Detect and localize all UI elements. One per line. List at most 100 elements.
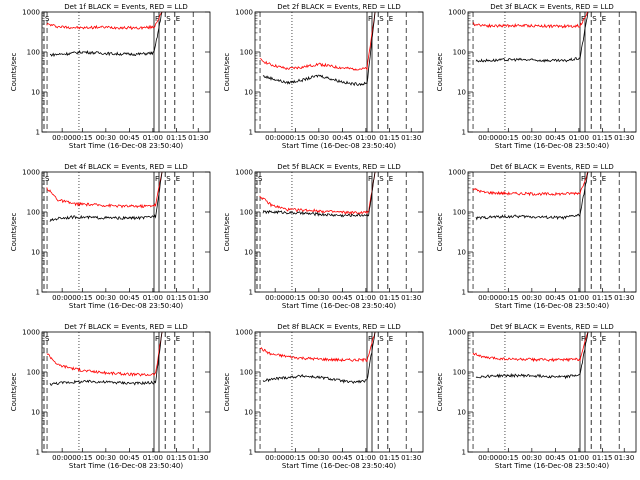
x-tick-label: 01:30 xyxy=(401,454,421,462)
x-tick-label: 01:30 xyxy=(614,454,634,462)
y-tick-label: 100 xyxy=(240,209,253,217)
marker-label-S: S xyxy=(45,175,50,183)
x-tick-label: 00:00 xyxy=(478,134,498,142)
marker-label-E: E xyxy=(389,15,393,23)
x-tick-label: 00:00 xyxy=(265,134,285,142)
events-series-line xyxy=(475,171,589,221)
lld-series-line xyxy=(259,331,376,363)
x-tick-label: 01:15 xyxy=(592,294,612,302)
x-tick-label: 01:00 xyxy=(569,454,589,462)
plot-frame xyxy=(467,11,637,133)
y-tick-label: 1 xyxy=(249,449,253,457)
x-tick-label: 00:30 xyxy=(96,294,116,302)
x-tick-label: 00:00 xyxy=(52,294,72,302)
y-tick-label: 10 xyxy=(31,89,40,97)
x-tick-label: 01:00 xyxy=(569,294,589,302)
events-series-line xyxy=(475,11,589,63)
x-tick-label: 00:15 xyxy=(498,454,518,462)
x-tick-label: 01:15 xyxy=(379,134,399,142)
x-tick-label: 00:30 xyxy=(522,134,542,142)
x-tick-label: 00:15 xyxy=(285,454,305,462)
x-tick-label: 01:00 xyxy=(143,454,163,462)
marker-label-F: F xyxy=(581,15,585,23)
chart-title: Det 7f BLACK = Events, RED = LLD xyxy=(64,323,187,331)
y-tick-label: 1000 xyxy=(235,169,253,177)
x-tick-label: 00:45 xyxy=(545,454,565,462)
x-axis-label: Start Time (16-Dec-08 23:50:40) xyxy=(282,462,396,470)
x-tick-label: 00:45 xyxy=(545,294,565,302)
marker-label-S: S xyxy=(45,335,50,343)
chart-panel-7: Det 7f BLACK = Events, RED = LLD 1 10 100 10… xyxy=(10,323,211,470)
x-tick-label: 00:15 xyxy=(72,294,92,302)
marker-label-E: E xyxy=(602,335,606,343)
marker-label-E: E xyxy=(176,335,180,343)
x-tick-label: 00:15 xyxy=(72,454,92,462)
y-tick-label: 100 xyxy=(240,369,253,377)
y-tick-label: 1 xyxy=(249,129,253,137)
marker-label-S: S xyxy=(592,335,597,343)
chart-panel-5: Det 5f BLACK = Events, RED = LLD 1 10 100 10… xyxy=(223,163,424,310)
y-tick-label: 100 xyxy=(453,209,466,217)
y-tick-label: 1000 xyxy=(448,329,466,337)
x-tick-label: 01:30 xyxy=(188,134,208,142)
plot-frame xyxy=(41,331,211,453)
y-tick-label: 10 xyxy=(457,249,466,257)
events-series-line xyxy=(49,11,163,58)
x-axis-label: Start Time (16-Dec-08 23:50:40) xyxy=(495,462,609,470)
x-tick-label: 01:30 xyxy=(401,134,421,142)
lld-series-line xyxy=(472,171,589,197)
y-tick-label: 1000 xyxy=(235,329,253,337)
chart-panel-1: Det 1f BLACK = Events, RED = LLD 1 10 100 10… xyxy=(10,3,211,150)
lld-series-line xyxy=(46,331,163,377)
y-axis-label: Counts/sec xyxy=(10,53,18,92)
x-tick-label: 00:45 xyxy=(119,134,139,142)
chart-title: Det 1f BLACK = Events, RED = LLD xyxy=(64,3,187,11)
x-tick-label: 00:30 xyxy=(309,454,329,462)
y-axis-label: Counts/sec xyxy=(223,53,231,92)
lld-series-line xyxy=(259,11,376,71)
plot-frame xyxy=(254,331,424,453)
y-tick-label: 1 xyxy=(462,449,466,457)
x-tick-label: 00:30 xyxy=(96,134,116,142)
plot-frame xyxy=(41,171,211,293)
x-tick-label: 01:15 xyxy=(166,454,186,462)
x-axis-label: Start Time (16-Dec-08 23:50:40) xyxy=(282,302,396,310)
x-tick-label: 00:00 xyxy=(265,294,285,302)
lld-series-line xyxy=(259,171,376,215)
lld-series-line xyxy=(46,171,163,209)
x-tick-label: 00:15 xyxy=(498,294,518,302)
x-tick-label: 01:30 xyxy=(188,454,208,462)
x-tick-label: 01:15 xyxy=(379,454,399,462)
x-tick-label: 00:45 xyxy=(332,134,352,142)
x-tick-label: 01:30 xyxy=(614,294,634,302)
x-tick-label: 00:15 xyxy=(285,134,305,142)
x-axis-label: Start Time (16-Dec-08 23:50:40) xyxy=(495,302,609,310)
y-tick-label: 10 xyxy=(244,249,253,257)
marker-label-S: S xyxy=(379,175,384,183)
marker-label-F: F xyxy=(155,175,159,183)
x-tick-label: 01:15 xyxy=(592,454,612,462)
x-tick-label: 01:00 xyxy=(356,134,376,142)
events-series-line xyxy=(262,171,376,218)
marker-label-F: F xyxy=(581,335,585,343)
x-axis-label: Start Time (16-Dec-08 23:50:40) xyxy=(69,462,183,470)
y-axis-label: Counts/sec xyxy=(223,373,231,412)
x-tick-label: 01:15 xyxy=(166,134,186,142)
y-axis-label: Counts/sec xyxy=(436,373,444,412)
chart-title: Det 3f BLACK = Events, RED = LLD xyxy=(490,3,613,11)
marker-label-S: S xyxy=(166,335,171,343)
plot-frame xyxy=(254,11,424,133)
lld-series-line xyxy=(46,11,163,31)
y-tick-label: 1000 xyxy=(22,9,40,17)
y-tick-label: 100 xyxy=(453,369,466,377)
marker-label-E: E xyxy=(389,175,393,183)
chart-title: Det 8f BLACK = Events, RED = LLD xyxy=(277,323,400,331)
y-tick-label: 10 xyxy=(457,409,466,417)
x-tick-label: 00:45 xyxy=(332,294,352,302)
marker-label-F: F xyxy=(368,15,372,23)
y-tick-label: 1000 xyxy=(448,169,466,177)
lld-series-line xyxy=(472,11,589,29)
marker-label-S: S xyxy=(258,175,263,183)
y-tick-label: 10 xyxy=(31,409,40,417)
x-tick-label: 00:15 xyxy=(498,134,518,142)
